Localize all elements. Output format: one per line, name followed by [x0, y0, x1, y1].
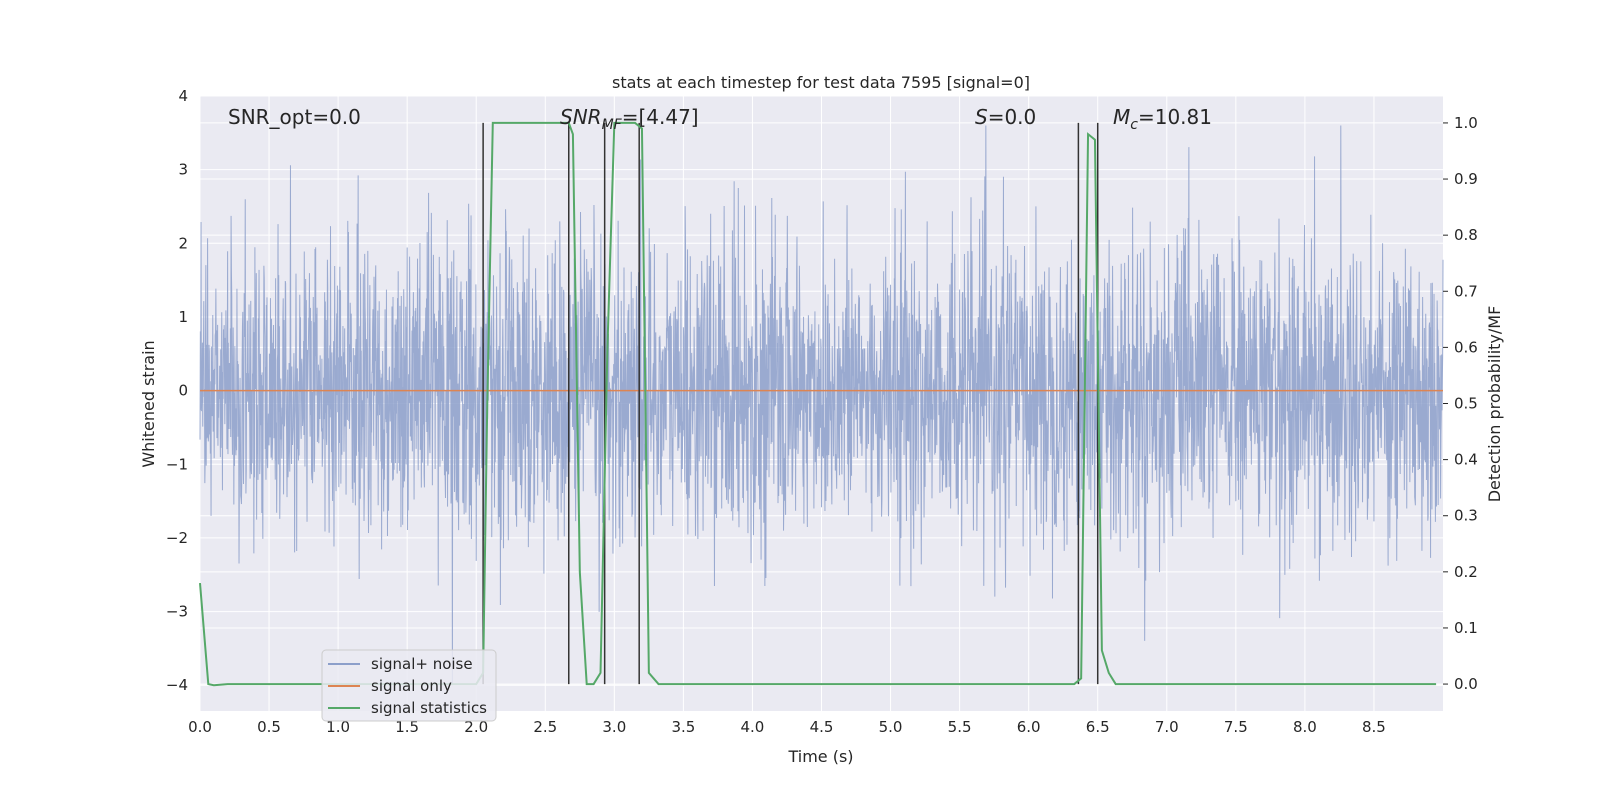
noise-line	[199, 125, 1444, 686]
y-right-tick-label: 0.6	[1454, 338, 1478, 356]
x-tick-label: 1.5	[395, 718, 419, 736]
y-right-tick-label: 0.7	[1454, 282, 1478, 300]
x-tick-label: 7.0	[1155, 718, 1179, 736]
y-left-tick-label: 4	[178, 87, 188, 105]
x-tick-label: 3.5	[671, 718, 695, 736]
y-right-tick-label: 0.1	[1454, 619, 1478, 637]
y-right-tick-label: 0.5	[1454, 395, 1478, 413]
x-tick-label: 0.5	[257, 718, 281, 736]
vertical-markers	[482, 122, 1099, 685]
x-tick-label: 3.0	[602, 718, 626, 736]
annotation-snr-mf: SNRMF=[4.47]	[560, 105, 699, 133]
snr-mf-base: SNR	[560, 105, 602, 129]
y-left-tick-label: −2	[166, 529, 188, 547]
y-left-tick-label: −4	[166, 676, 188, 694]
x-tick-label: 8.0	[1293, 718, 1317, 736]
y-right-tick-label: 0.3	[1454, 507, 1478, 525]
s-symbol: S	[975, 105, 988, 129]
x-ticks: 0.0 0.5 1.0 1.5 2.0 2.5 3.0 3.5 4.0 4.5 5.0 5.5 6.0 6…	[188, 718, 1386, 736]
x-axis-label: Time (s)	[787, 747, 853, 766]
x-tick-label: 0.0	[188, 718, 212, 736]
annotation-mc: Mc=10.81	[1113, 105, 1212, 133]
legend-label-signal-only: signal only	[371, 677, 452, 695]
x-tick-label: 6.0	[1017, 718, 1041, 736]
y-axis-label-right: Detection probability/MF	[1485, 306, 1504, 503]
annotation-snr-opt: SNR_opt=0.0	[228, 105, 361, 129]
mc-symbol: M	[1113, 105, 1130, 129]
y-ticks-right: 1.0 0.9 0.8 0.7 0.6 0.5 0.4 0.3 0.2 0.1 0.0	[1443, 114, 1478, 693]
mc-sub: c	[1130, 117, 1138, 133]
y-right-tick-label: 0.9	[1454, 170, 1478, 188]
x-tick-label: 2.0	[464, 718, 488, 736]
annotation-s: S=0.0	[975, 105, 1036, 129]
legend-label-noise: signal+ noise	[371, 655, 473, 673]
x-tick-label: 7.5	[1224, 718, 1248, 736]
x-tick-label: 8.5	[1362, 718, 1386, 736]
y-right-tick-label: 0.8	[1454, 226, 1478, 244]
snr-mf-value: =[4.47]	[622, 105, 699, 129]
legend: signal+ noise signal only signal statist…	[321, 649, 497, 722]
x-tick-label: 4.5	[810, 718, 834, 736]
legend-box	[321, 649, 497, 722]
y-axis-label-left: Whitened strain	[139, 340, 158, 467]
y-left-tick-label: 3	[178, 161, 188, 179]
y-left-tick-label: 1	[178, 308, 188, 326]
chart-title: stats at each timestep for test data 759…	[612, 73, 1030, 92]
x-tick-label: 6.5	[1086, 718, 1110, 736]
legend-label-statistics: signal statistics	[371, 699, 487, 717]
x-tick-label: 4.0	[741, 718, 765, 736]
s-value: =0.0	[988, 105, 1037, 129]
x-tick-label: 5.0	[879, 718, 903, 736]
y-right-tick-label: 0.2	[1454, 563, 1478, 581]
y-left-tick-label: −3	[166, 603, 188, 621]
y-right-tick-label: 0.0	[1454, 675, 1478, 693]
x-tick-label: 2.5	[533, 718, 557, 736]
y-left-tick-label: 0	[178, 382, 188, 400]
y-left-tick-label: −1	[166, 455, 188, 473]
mc-value: =10.81	[1138, 105, 1212, 129]
x-tick-label: 5.5	[948, 718, 972, 736]
y-right-tick-label: 1.0	[1454, 114, 1478, 132]
series-signal-noise	[199, 125, 1444, 686]
y-left-tick-label: 2	[178, 234, 188, 252]
y-ticks-left: 4 3 2 1 0 −1 −2 −3 −4	[166, 87, 188, 694]
x-tick-label: 1.0	[326, 718, 350, 736]
y-right-tick-label: 0.4	[1454, 451, 1478, 469]
snr-mf-sub: MF	[602, 117, 623, 133]
